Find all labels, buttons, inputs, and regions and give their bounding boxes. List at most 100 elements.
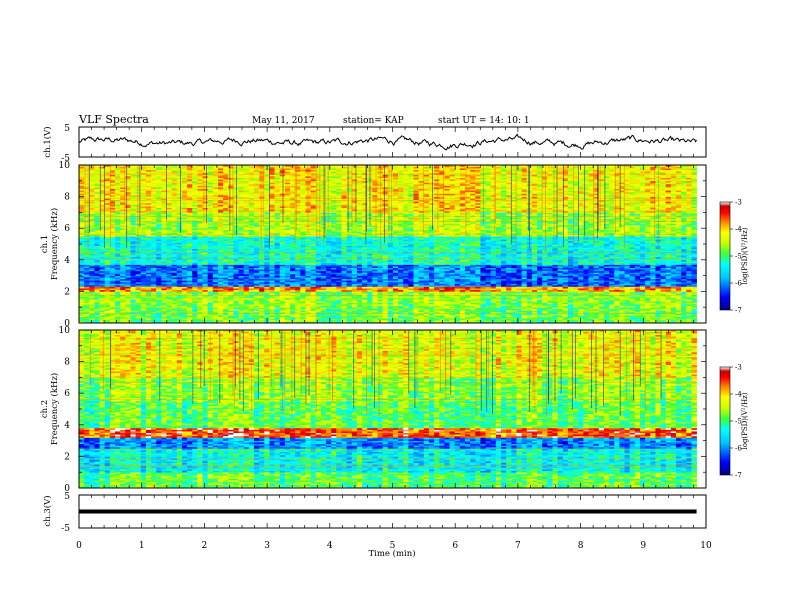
spectrogram-cell [495, 307, 502, 310]
spectrogram-cell [84, 305, 90, 308]
spectrogram-cell [264, 310, 270, 313]
spectrogram-cell [624, 296, 630, 299]
spectrogram-cell [99, 308, 106, 311]
spectrogram-cell [320, 289, 327, 292]
spectrogram-cell [367, 283, 373, 286]
spectrogram-cell [645, 297, 651, 300]
spectrogram-cell [181, 310, 188, 313]
spectrogram-cell [434, 297, 440, 300]
spectrogram-cell [238, 285, 244, 287]
spectrogram-cell [290, 313, 296, 316]
spectrogram-cell [264, 288, 270, 291]
spectrogram-cell [614, 292, 620, 295]
spectrogram-cell [485, 311, 492, 314]
spectrogram-cell [398, 280, 404, 283]
spectrogram-cell [326, 289, 332, 292]
spectrogram-cell [423, 305, 430, 308]
spectrogram-cell [439, 286, 445, 289]
spectrogram-cell [537, 311, 543, 314]
spectrogram-cell [547, 304, 553, 306]
spectrogram-cell [315, 304, 322, 306]
spectrogram-cell [284, 307, 291, 310]
spectrogram-cell [475, 321, 481, 324]
spectrogram-cell [84, 318, 90, 321]
spectrogram-cell [475, 305, 481, 308]
spectrogram-cell [567, 308, 574, 311]
spectrogram-cell [341, 300, 347, 303]
spectrogram-cell [362, 315, 368, 317]
spectrogram-cell [475, 283, 481, 286]
spectrogram-cell [94, 288, 100, 291]
spectrogram-cell [140, 296, 147, 299]
spectrogram-cell [238, 310, 244, 313]
spectrogram-cell [346, 315, 353, 317]
spectrogram-cell [248, 313, 255, 316]
spectrogram-cell [444, 288, 450, 291]
spectrogram-cell [279, 296, 286, 299]
spectrogram-cell [588, 296, 594, 299]
spectrogram-cell [161, 300, 167, 303]
spectrogram-cell [434, 302, 440, 305]
spectrogram-cell [609, 310, 615, 313]
spectrogram-cell [145, 289, 152, 292]
spectrogram-cell [290, 315, 296, 317]
spectrogram-cell [670, 299, 677, 302]
spectrogram-cell [506, 315, 512, 317]
spectrogram-cell [228, 278, 234, 281]
spectrogram-cell [614, 280, 620, 283]
spectrogram-cell [490, 291, 497, 294]
spectrogram-cell [176, 318, 183, 321]
spectrogram-cell [588, 304, 594, 306]
spectrogram-cell [295, 311, 301, 314]
spectrogram-cell [408, 286, 414, 289]
spectrogram-cell [645, 300, 651, 303]
spectrogram-cell [609, 302, 615, 305]
spectrogram-cell [434, 310, 440, 313]
spectrogram-cell [320, 285, 327, 287]
spectrogram-cell [130, 308, 136, 311]
spectrogram-cell [624, 318, 630, 321]
spectrogram-cell [156, 289, 162, 292]
spectrogram-cell [284, 292, 291, 295]
spectrogram-cell [171, 307, 178, 310]
spectrogram-cell [130, 321, 136, 324]
spectrogram-cell [253, 307, 260, 310]
spectrogram-cell [356, 300, 363, 303]
spectrogram-cell [501, 280, 507, 283]
spectrogram-cell [593, 310, 600, 313]
spectrogram-cell [367, 313, 373, 316]
spectrogram-cell [454, 313, 461, 316]
spectrogram-cell [413, 280, 419, 283]
spectrogram-cell [490, 313, 497, 316]
spectrogram-cell [192, 285, 198, 287]
spectrogram-cell [305, 285, 311, 287]
spectrogram-cell [336, 283, 342, 286]
spectrogram-cell [346, 281, 353, 284]
spectrogram-cell [573, 280, 579, 283]
spectrogram-cell [212, 300, 219, 303]
spectrogram-cell [691, 286, 697, 289]
spectrogram-cell [269, 316, 275, 319]
spectrogram-cell [223, 280, 229, 283]
spectrogram-cell [562, 292, 569, 295]
spectrogram-cell [115, 310, 121, 313]
spectrogram-cell [526, 315, 533, 317]
spectrogram-cell [300, 319, 306, 322]
spectrogram-cell [331, 305, 337, 308]
spectrogram-cell [207, 283, 214, 286]
spectrogram-cell [454, 286, 461, 289]
spectrogram-cell [454, 280, 461, 283]
spectrogram-cell [449, 321, 456, 324]
spectrogram-cell [238, 321, 244, 324]
spectrogram-cell [351, 305, 358, 308]
spectrogram-cell [233, 296, 239, 299]
spectrogram-cell [151, 318, 157, 321]
spectrogram-cell [176, 289, 183, 292]
spectrogram-cell [202, 300, 208, 303]
spectrogram-cell [223, 289, 229, 292]
spectrogram-cell [624, 300, 630, 303]
spectrogram-cell [465, 313, 471, 316]
spectrogram-cell [284, 280, 291, 283]
spectrogram-cell [516, 278, 522, 281]
spectrogram-cell [521, 297, 528, 300]
